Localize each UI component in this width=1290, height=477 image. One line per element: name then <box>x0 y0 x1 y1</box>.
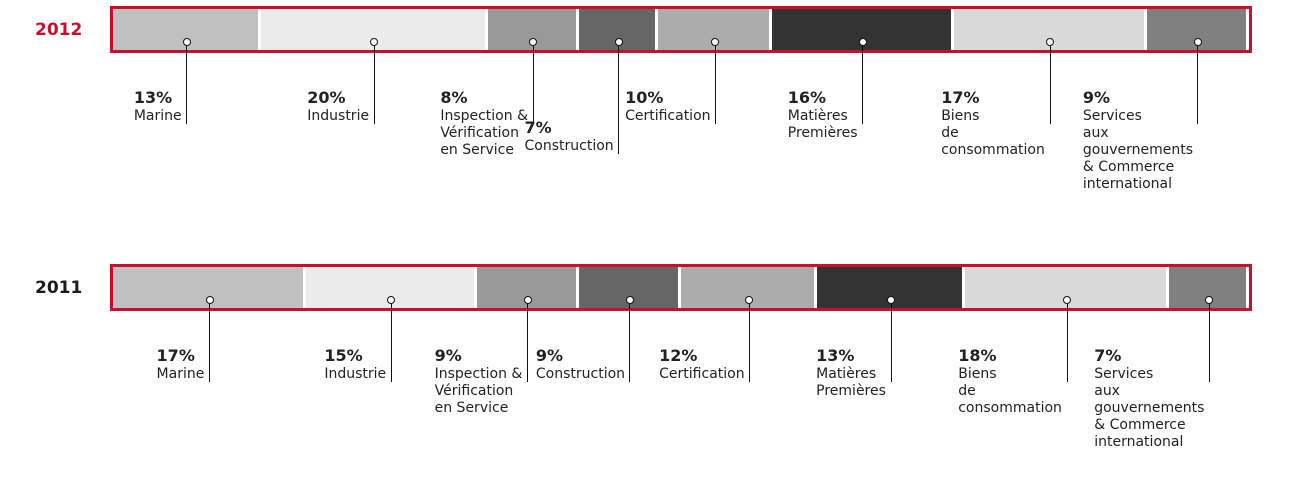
leader-line <box>1066 304 1068 382</box>
segment-marker <box>1046 38 1055 46</box>
segment-marker <box>625 296 634 304</box>
category-label: Inspection & Vérification en Service <box>434 366 523 416</box>
category-label: Certification <box>659 366 745 382</box>
category-label: Services aux gouvernements & Commerce in… <box>1082 108 1194 192</box>
value-label: 10% <box>625 88 664 107</box>
segment-label: 20% Industrie <box>307 88 369 125</box>
segment-marker <box>1063 296 1072 304</box>
segment-marker <box>387 296 396 304</box>
category-label: Matières Premières <box>787 108 858 141</box>
category-label: Services aux gouvernements & Commerce in… <box>1094 366 1205 450</box>
value-label: 13% <box>816 346 855 365</box>
segment-marker <box>745 296 754 304</box>
segment-label: 12% Certification <box>659 346 744 383</box>
category-label: Biens de consommation <box>941 108 1045 158</box>
leader-line <box>532 46 534 124</box>
category-label: Construction <box>524 138 614 154</box>
segment-label: 9% Inspection & Vérification en Service <box>435 346 523 417</box>
bar-frame <box>110 6 1252 53</box>
segment-label: 9% Construction <box>536 346 625 383</box>
segment-marker <box>858 38 867 46</box>
value-label: 15% <box>324 346 363 365</box>
segment-label: 8% Inspection & Vérification en Service <box>440 88 528 159</box>
segment-marker <box>614 38 623 46</box>
segment-label: 7% Construction <box>525 118 614 155</box>
value-label: 8% <box>440 88 468 107</box>
bar-frame <box>110 264 1252 311</box>
value-label: 13% <box>133 88 173 107</box>
segment-marker <box>523 296 532 304</box>
value-label: 9% <box>1082 88 1111 107</box>
leader-line <box>862 46 864 124</box>
leader-line <box>1049 46 1051 124</box>
segment-marker <box>887 296 896 304</box>
value-label: 9% <box>434 346 462 365</box>
value-label: 17% <box>156 346 195 365</box>
leader-line <box>629 304 631 382</box>
segment-marker <box>370 38 379 46</box>
segment-label: 13% Marine <box>134 88 182 125</box>
category-label: Marine <box>133 108 182 124</box>
segment-marker <box>182 38 191 46</box>
value-label: 16% <box>787 88 827 107</box>
segment-label: 16% Matières Premières <box>788 88 858 142</box>
leader-line <box>527 304 529 382</box>
leader-line <box>390 304 392 382</box>
segment-label: 15% Industrie <box>324 346 386 383</box>
category-label: Construction <box>535 366 626 382</box>
leader-line <box>186 46 188 124</box>
leader-line <box>714 46 716 124</box>
value-label: 9% <box>535 346 564 365</box>
segment-label: 10% Certification <box>625 88 710 125</box>
segment-label: 9% Services aux gouvernements & Commerce … <box>1083 88 1193 193</box>
segment-marker <box>529 38 538 46</box>
value-label: 20% <box>307 88 346 107</box>
segment-marker <box>1193 38 1202 46</box>
leader-line <box>1197 46 1199 124</box>
leader-line <box>209 304 211 382</box>
segment-marker <box>205 296 214 304</box>
leader-line <box>890 304 892 382</box>
category-label: Industrie <box>324 366 387 382</box>
year-label: 2011 <box>35 278 83 298</box>
segment-marker <box>1205 296 1214 304</box>
leader-line <box>1208 304 1210 382</box>
category-label: Certification <box>625 108 711 124</box>
year-label: 2012 <box>35 20 83 40</box>
segment-marker <box>711 38 720 46</box>
leader-line <box>748 304 750 382</box>
segment-label: 17% Marine <box>157 346 205 383</box>
value-label: 12% <box>659 346 698 365</box>
value-label: 17% <box>941 88 980 107</box>
leader-line <box>618 46 620 154</box>
value-label: 7% <box>1094 346 1122 365</box>
value-label: 18% <box>958 346 997 365</box>
category-label: Industrie <box>307 108 370 124</box>
segment-label: 18% Biens de consommation <box>958 346 1062 417</box>
category-label: Marine <box>156 366 205 382</box>
category-label: Inspection & Vérification en Service <box>440 108 528 158</box>
segment-label: 7% Services aux gouvernements & Commerce … <box>1094 346 1204 451</box>
category-label: Matières Premières <box>816 366 886 399</box>
segment-label: 17% Biens de consommation <box>941 88 1045 159</box>
value-label: 7% <box>524 118 552 137</box>
leader-line <box>373 46 375 124</box>
category-label: Biens de consommation <box>958 366 1062 416</box>
segment-label: 13% Matières Premières <box>816 346 886 400</box>
